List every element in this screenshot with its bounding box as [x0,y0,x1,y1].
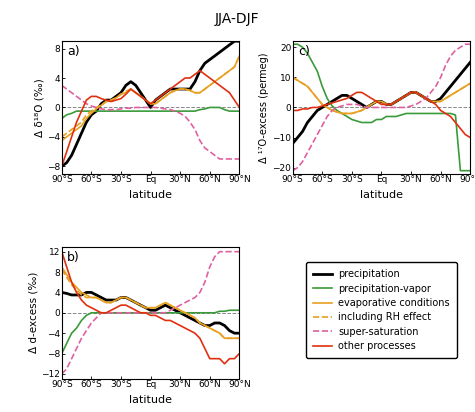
Text: b): b) [67,250,80,264]
X-axis label: latitude: latitude [129,190,172,200]
X-axis label: latitude: latitude [360,190,403,200]
Y-axis label: Δ d-excess (‰): Δ d-excess (‰) [28,272,38,353]
Y-axis label: Δ δ¹⁸O (‰): Δ δ¹⁸O (‰) [34,78,44,137]
Text: c): c) [298,45,310,58]
Y-axis label: Δ ¹⁷O-excess (permeg): Δ ¹⁷O-excess (permeg) [259,52,269,163]
Text: JJA-DJF: JJA-DJF [215,12,260,26]
X-axis label: latitude: latitude [129,395,172,405]
Text: a): a) [67,45,80,58]
Legend: precipitation, precipitation-vapor, evaporative conditions, including RH effect,: precipitation, precipitation-vapor, evap… [306,262,456,358]
